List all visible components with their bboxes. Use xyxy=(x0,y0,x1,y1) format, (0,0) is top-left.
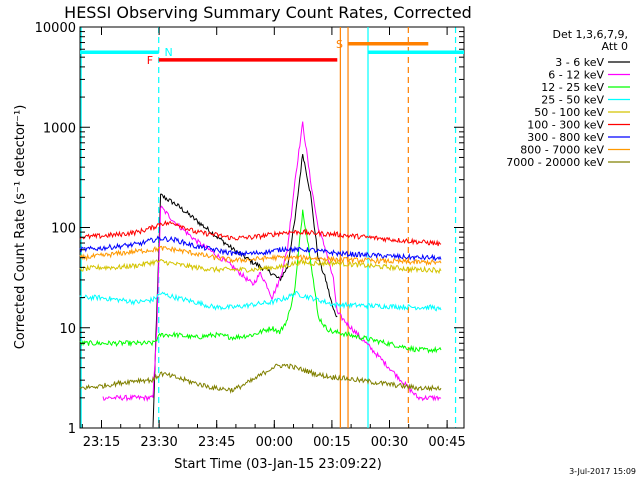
x-tick-label-0: 23:15 xyxy=(83,435,120,450)
legend-header-1: Att 0 xyxy=(602,40,628,53)
legend-label-8: 7000 - 20000 keV xyxy=(506,156,604,169)
y-tick-label-0: 1 xyxy=(68,422,76,437)
legend-label-3: 25 - 50 keV xyxy=(541,94,604,107)
observing-bars: NF S xyxy=(80,38,464,67)
series-line-4-0 xyxy=(79,258,442,275)
x-tick-label-6: 00:45 xyxy=(428,435,465,450)
legend-label-2: 12 - 25 keV xyxy=(541,81,604,94)
y-tick-label-4: 10000 xyxy=(35,21,76,36)
x-axis-ticks: 23:15 23:30 23:45 00:00 00:15 00:30 00:45 xyxy=(81,27,466,450)
x-tick-label-2: 23:45 xyxy=(198,435,235,450)
series-line-8-0 xyxy=(79,363,442,394)
legend-label-4: 50 - 100 keV xyxy=(534,106,604,119)
y-tick-label-3: 1000 xyxy=(43,121,76,136)
bar-label-1: N xyxy=(164,46,172,59)
y-tick-label-1: 10 xyxy=(59,322,76,337)
y-tick-label-2: 100 xyxy=(51,222,76,237)
legend-label-6: 300 - 800 keV xyxy=(527,131,604,144)
series-line-7-0 xyxy=(79,245,442,267)
legend-label-7: 800 - 7000 keV xyxy=(520,144,604,157)
bar-label-3: S xyxy=(336,38,343,51)
legend-label-0: 3 - 6 keV xyxy=(555,56,604,69)
x-tick-label-3: 00:00 xyxy=(256,435,293,450)
chart-title: HESSI Observing Summary Count Rates, Cor… xyxy=(64,3,472,22)
series-line-0-0 xyxy=(152,154,338,428)
series-line-6-0 xyxy=(79,235,442,262)
series-lines xyxy=(79,121,442,428)
footer-date: 3-Jul-2017 15:09 xyxy=(569,467,636,476)
series-line-5-0 xyxy=(79,219,442,247)
series-line-1-0 xyxy=(102,121,442,402)
y-axis-label: Corrected Count Rate (s⁻¹ detector⁻¹) xyxy=(13,105,28,350)
y-axis-ticks: 1 10 100 1000 10000 xyxy=(35,21,464,437)
legend-label-1: 6 - 12 keV xyxy=(548,69,604,82)
x-tick-label-5: 00:30 xyxy=(371,435,408,450)
x-tick-label-1: 23:30 xyxy=(140,435,177,450)
x-axis-label: Start Time (03-Jan-15 23:09:22) xyxy=(174,457,382,472)
bar-label-2: F xyxy=(147,54,153,67)
legend-header-0: Det 1,3,6,7,9, xyxy=(552,28,628,41)
vertical-markers xyxy=(80,27,457,428)
legend-label-5: 100 - 300 keV xyxy=(527,119,604,132)
x-tick-label-4: 00:15 xyxy=(313,435,350,450)
series-line-2-0 xyxy=(79,209,442,354)
series-line-3-0 xyxy=(79,290,442,312)
